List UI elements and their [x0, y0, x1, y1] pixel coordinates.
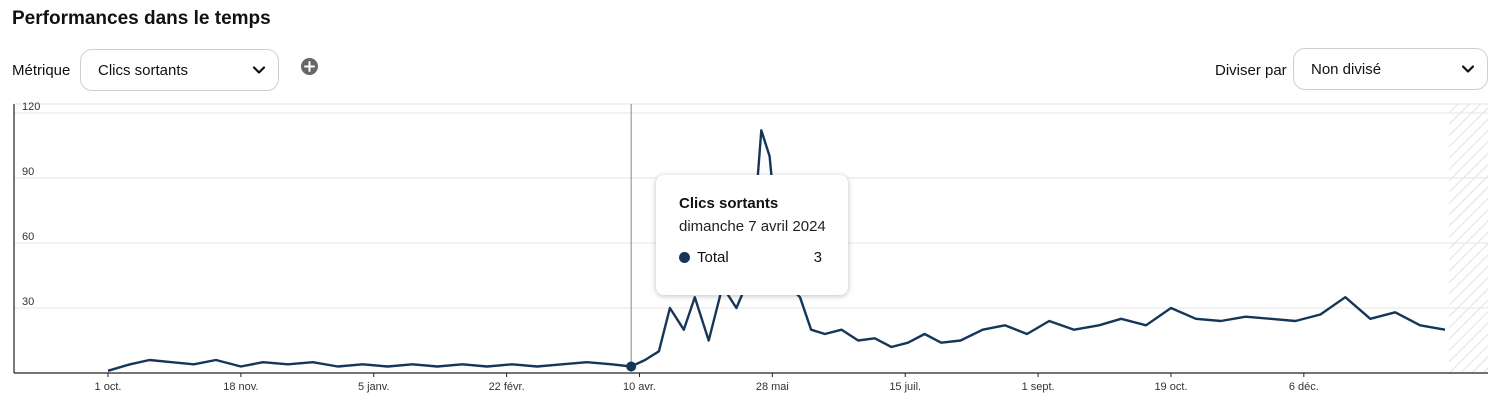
y-tick-label: 120 [22, 101, 40, 113]
x-tick-labels: 1 oct. 18 nov. 5 janv. 22 févr. 10 avr. 28 ma… [95, 373, 1319, 393]
split-select[interactable]: Non divisé [1293, 48, 1488, 90]
page-title: Performances dans le temps [12, 8, 271, 29]
x-tick-label: 6 déc. [1289, 381, 1319, 393]
x-tick-label: 15 juil. [889, 381, 921, 393]
tooltip-value: 3 [813, 249, 822, 266]
y-tick-label: 60 [22, 231, 34, 243]
metric-label: Métrique [12, 62, 71, 79]
y-tick-label: 30 [22, 296, 34, 308]
split-label: Diviser par [1215, 62, 1287, 79]
x-tick-label: 22 févr. [489, 381, 525, 393]
axes [13, 103, 1488, 374]
chevron-down-icon [252, 66, 266, 74]
x-tick-label: 18 nov. [223, 381, 258, 393]
series-dot-icon [679, 252, 690, 263]
metric-select-value: Clics sortants [98, 61, 189, 79]
chevron-down-icon [1461, 65, 1475, 73]
series-line-total [107, 129, 1446, 372]
tooltip-title: Clics sortants [679, 195, 779, 212]
tooltip-row: Total 3 [679, 249, 826, 266]
future-period-hatch [1449, 104, 1488, 373]
x-tick-label: 1 sept. [1022, 381, 1055, 393]
tooltip-date: dimanche 7 avril 2024 [679, 218, 826, 235]
tooltip-series-label: Total [697, 249, 729, 266]
y-tick-label: 90 [22, 166, 34, 178]
split-select-value: Non divisé [1311, 60, 1382, 78]
highlight-point [626, 361, 637, 372]
y-tick-labels: 30 60 90 120 [22, 101, 40, 308]
add-metric-icon[interactable] [301, 58, 318, 75]
metric-select[interactable]: Clics sortants [80, 49, 279, 91]
x-tick-label: 10 avr. [623, 381, 656, 393]
x-tick-label: 1 oct. [95, 381, 122, 393]
tooltip: Clics sortants dimanche 7 avril 2024 Tot… [656, 175, 848, 295]
x-tick-label: 28 mai [756, 381, 789, 393]
x-tick-label: 19 oct. [1154, 381, 1187, 393]
x-tick-label: 5 janv. [358, 381, 390, 393]
